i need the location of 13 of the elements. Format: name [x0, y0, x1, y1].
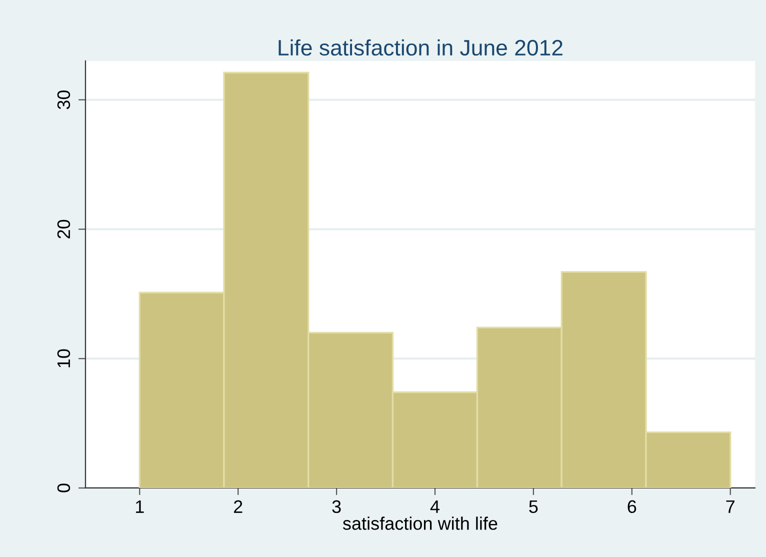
x-tick-label: 2: [234, 500, 242, 513]
x-axis-title: satisfaction with life: [342, 516, 498, 530]
x-tick-label: 5: [529, 500, 538, 514]
x-tick-label: 4: [430, 500, 440, 513]
x-tick-label: 1: [136, 500, 144, 513]
x-tick-label: 7: [726, 500, 734, 513]
x-tick-label: 3: [332, 500, 341, 514]
y-tick-label: 20: [57, 220, 70, 238]
x-tick-label: 6: [628, 500, 636, 514]
chart-title: Life satisfaction in June 2012: [278, 39, 562, 56]
y-tick-label: 30: [57, 90, 70, 110]
y-tick-label: 10: [57, 349, 70, 368]
y-tick-label: 0: [57, 484, 70, 492]
